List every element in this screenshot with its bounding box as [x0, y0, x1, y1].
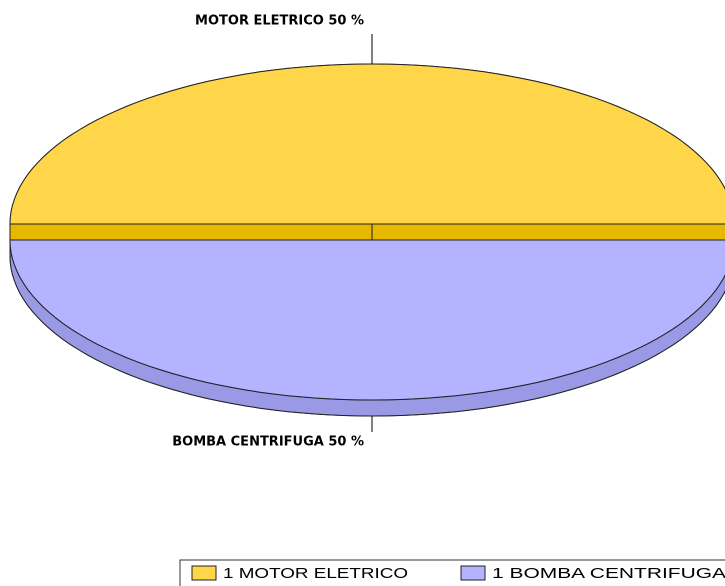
- legend-box: [179, 559, 725, 586]
- data-label: MOTOR ELETRICO 50 %: [195, 14, 364, 29]
- slice-side: [371, 223, 725, 241]
- legend-label: 1 BOMBA CENTRIFUGA: [492, 565, 725, 582]
- slice: [9, 63, 725, 225]
- slice: [9, 239, 725, 401]
- slice-side: [9, 223, 373, 241]
- legend-swatch: [460, 565, 486, 581]
- legend-label: 1 MOTOR ELETRICO: [223, 565, 408, 582]
- legend-swatch: [191, 565, 217, 581]
- data-label: BOMBA CENTRIFUGA 50 %: [172, 435, 364, 450]
